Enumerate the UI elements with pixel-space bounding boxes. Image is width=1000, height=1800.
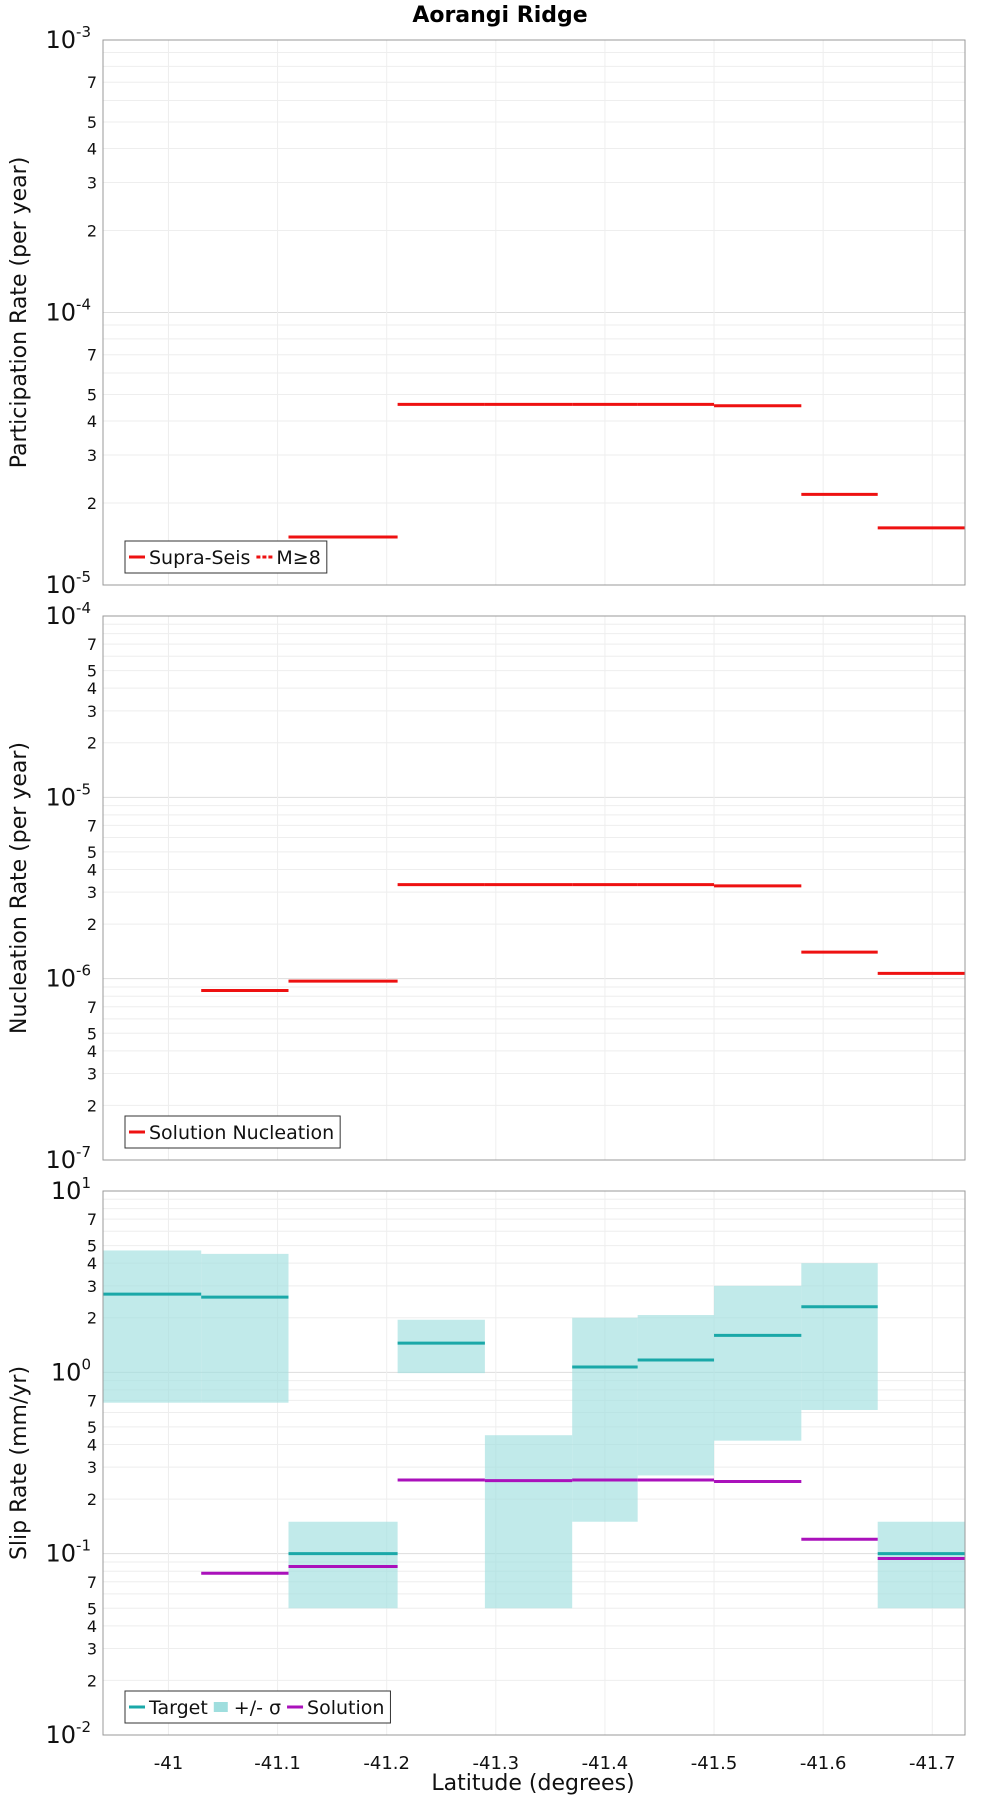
y-axis-label: Nucleation Rate (per year) (7, 742, 32, 1034)
y-minor-tick-label: 5 (87, 1237, 97, 1256)
legend-box (124, 540, 328, 574)
legend-swatch-band (213, 1702, 228, 1712)
y-major-tick-label: 10-6 (45, 962, 91, 993)
y-minor-tick-label: 3 (87, 1639, 97, 1658)
y-minor-tick-label: 2 (87, 221, 97, 240)
y-axis-label: Slip Rate (mm/yr) (7, 1366, 32, 1560)
legend: Target +/- σ Solution (124, 1690, 391, 1724)
y-minor-tick-label: 4 (87, 412, 97, 431)
y-minor-tick-label: 5 (87, 113, 97, 132)
y-minor-tick-label: 7 (87, 998, 97, 1017)
plot-frame (102, 39, 966, 586)
y-minor-tick-label: 3 (87, 883, 97, 902)
legend-entry: Solution Nucleation (149, 1122, 334, 1144)
y-minor-tick-label: 2 (87, 1309, 97, 1328)
plot-frame (102, 1190, 966, 1736)
y-minor-tick-label: 4 (87, 679, 97, 698)
y-minor-tick-label: 2 (87, 1671, 97, 1690)
y-minor-tick-label: 5 (87, 1599, 97, 1618)
y-minor-tick-label: 3 (87, 173, 97, 192)
sigma-band (397, 1319, 485, 1374)
y-minor-tick-label: 2 (87, 1490, 97, 1509)
sigma-band (572, 1317, 638, 1522)
y-minor-tick-label: 7 (87, 816, 97, 835)
y-minor-tick-label: 3 (87, 446, 97, 465)
legend-box (124, 1115, 341, 1149)
sigma-band (877, 1521, 965, 1609)
figure-title: Aorangi Ridge (412, 3, 587, 28)
y-minor-tick-label: 4 (87, 1254, 97, 1273)
plot-frame (102, 615, 966, 1161)
legend: Supra-Seis M≥8 (124, 540, 328, 574)
x-tick-label: -41.3 (473, 1753, 520, 1774)
legend-entry: Supra-Seis (149, 547, 250, 569)
y-minor-tick-label: 7 (87, 73, 97, 92)
y-minor-tick-label: 7 (87, 1391, 97, 1410)
y-minor-tick-label: 7 (87, 1210, 97, 1229)
sigma-band (801, 1263, 878, 1410)
y-minor-tick-label: 4 (87, 1617, 97, 1636)
y-minor-tick-label: 5 (87, 386, 97, 405)
x-tick-label: -41 (154, 1753, 183, 1774)
y-minor-tick-label: 7 (87, 635, 97, 654)
y-minor-tick-label: 4 (87, 860, 97, 879)
y-minor-tick-label: 3 (87, 1277, 97, 1296)
y-minor-tick-label: 4 (87, 1435, 97, 1454)
x-tick-label: -41.7 (909, 1753, 956, 1774)
sigma-band (201, 1253, 289, 1403)
y-minor-tick-label: 2 (87, 734, 97, 753)
legend: Solution Nucleation (124, 1115, 341, 1149)
sigma-band (637, 1315, 715, 1476)
y-minor-tick-label: 5 (87, 1024, 97, 1043)
sigma-band (714, 1285, 802, 1441)
y-minor-tick-label: 5 (87, 662, 97, 681)
legend-entry: M≥8 (276, 547, 320, 569)
y-minor-tick-label: 4 (87, 1042, 97, 1061)
legend-entry: Solution (307, 1697, 384, 1719)
x-tick-label: -41.6 (800, 1753, 847, 1774)
x-tick-label: -41.2 (363, 1753, 410, 1774)
y-minor-tick-label: 2 (87, 1096, 97, 1115)
y-minor-tick-label: 3 (87, 702, 97, 721)
x-tick-label: -41.1 (254, 1753, 301, 1774)
y-minor-tick-label: 3 (87, 1064, 97, 1083)
y-minor-tick-label: 5 (87, 1418, 97, 1437)
y-minor-tick-label: 3 (87, 1458, 97, 1477)
sigma-band (484, 1435, 573, 1609)
y-major-tick-label: 10-4 (45, 296, 91, 327)
y-minor-tick-label: 7 (87, 346, 97, 365)
legend-entry: Target (148, 1697, 208, 1719)
x-axis-label: Latitude (degrees) (431, 1771, 634, 1796)
y-major-tick-label: 101 (51, 1174, 91, 1205)
x-tick-label: -41.5 (691, 1753, 738, 1774)
y-minor-tick-label: 7 (87, 1573, 97, 1592)
y-axis-label: Participation Rate (per year) (7, 157, 32, 469)
legend-entry: +/- σ (234, 1697, 281, 1719)
y-minor-tick-label: 4 (87, 139, 97, 158)
y-minor-tick-label: 2 (87, 494, 97, 513)
sigma-band (103, 1250, 202, 1403)
legend-box (124, 1690, 391, 1724)
y-minor-tick-label: 2 (87, 915, 97, 934)
x-tick-label: -41.4 (582, 1753, 629, 1774)
y-minor-tick-label: 5 (87, 843, 97, 862)
